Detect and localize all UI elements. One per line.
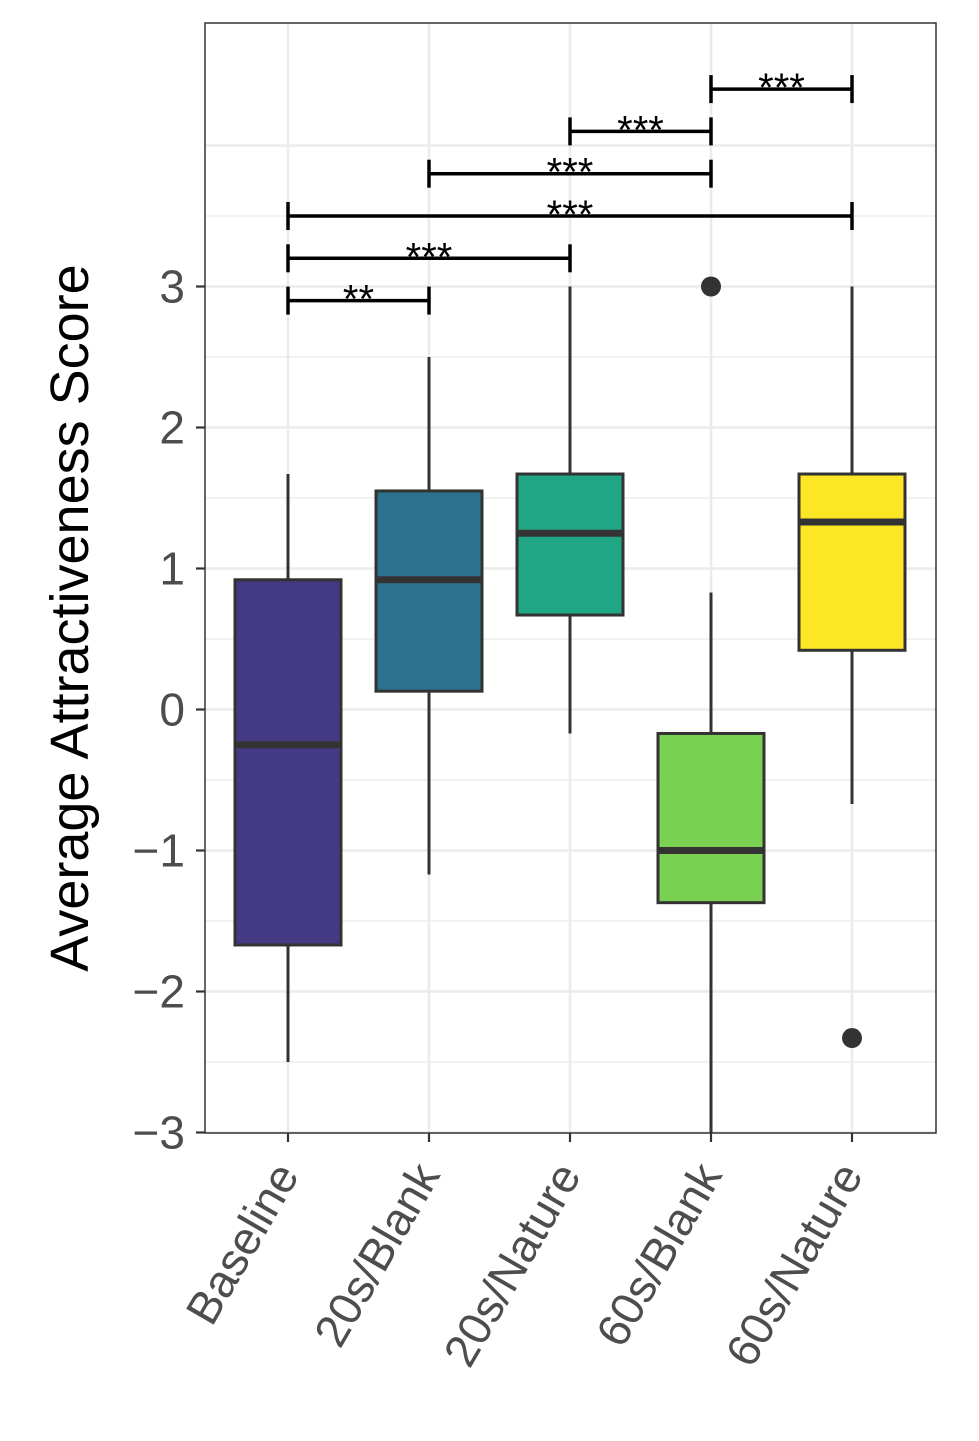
x-tick-label-60s-blank: 60s/Blank <box>586 1153 733 1355</box>
y-tick-label: −1 <box>133 825 185 877</box>
y-axis: −3 −2 −1 0 1 2 3 <box>133 261 205 1159</box>
y-tick-label: 3 <box>159 261 185 313</box>
iqr-box <box>374 489 484 693</box>
significance-label: *** <box>758 66 805 110</box>
significance-bracket-20s-nature-60s-blank: *** <box>568 108 713 152</box>
outlier-point <box>842 1028 862 1049</box>
significance-brackets: ***************** <box>286 66 854 322</box>
iqr-box <box>797 472 907 652</box>
significance-bracket-20s-blank-60s-blank: *** <box>427 151 713 195</box>
significance-bracket-baseline-60s-nature: *** <box>286 193 854 237</box>
y-tick-label: 1 <box>159 543 185 595</box>
iqr-box <box>515 472 625 617</box>
x-tick-label-60s-nature: 60s/Nature <box>715 1154 873 1375</box>
outlier-point <box>701 276 721 297</box>
x-tick-label-20s-nature: 20s/Nature <box>433 1154 591 1375</box>
x-tick-label-20s-blank: 20s/Blank <box>304 1153 451 1355</box>
y-tick-label: 2 <box>159 402 185 454</box>
significance-label: *** <box>406 235 453 279</box>
significance-bracket-baseline-20s-blank: ** <box>286 278 431 322</box>
box-20s-nature <box>515 286 625 734</box>
iqr-box <box>233 578 343 947</box>
box-20s-blank <box>374 357 484 875</box>
x-tick-label-baseline: Baseline <box>175 1154 308 1333</box>
significance-label: *** <box>547 193 594 237</box>
y-tick-label: −2 <box>133 966 185 1018</box>
box-series <box>233 276 907 1133</box>
significance-label: *** <box>617 108 664 152</box>
significance-label: ** <box>343 278 374 322</box>
significance-bracket-60s-blank-60s-nature: *** <box>709 66 854 110</box>
x-axis: Baseline20s/Blank20s/Nature60s/Blank60s/… <box>175 1133 873 1375</box>
y-axis-title: Average Attractiveness Score <box>40 264 100 971</box>
significance-bracket-baseline-20s-nature: *** <box>286 235 572 279</box>
iqr-box <box>656 731 766 905</box>
box-baseline <box>233 474 343 1062</box>
box-60s-nature <box>797 286 907 1049</box>
y-tick-label: 0 <box>159 684 185 736</box>
box-60s-blank <box>656 276 766 1133</box>
y-tick-label: −3 <box>133 1107 185 1159</box>
significance-label: *** <box>547 151 594 195</box>
